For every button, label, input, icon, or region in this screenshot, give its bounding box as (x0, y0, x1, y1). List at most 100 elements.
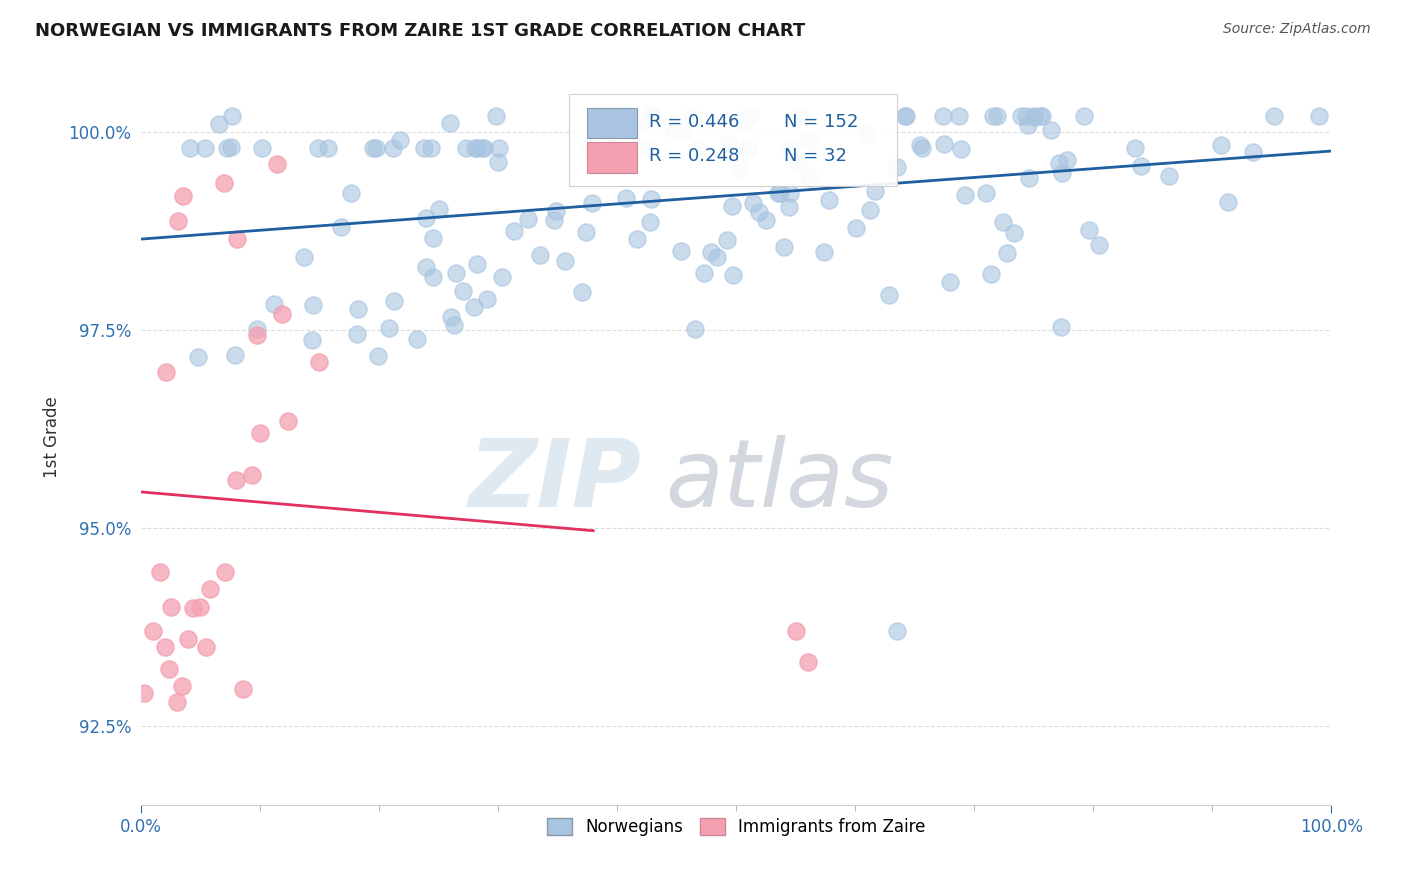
Point (543, 212, 565, 227)
Point (980, 267, 1002, 281)
Point (149, 565, 172, 579)
Point (361, 141, 384, 155)
Point (932, 109, 955, 123)
Point (439, 116, 461, 130)
Point (194, 141, 217, 155)
Point (225, 473, 247, 487)
Point (388, 133, 411, 147)
Point (246, 322, 269, 336)
Point (1088, 237, 1111, 252)
Point (995, 246, 1018, 260)
Point (1073, 109, 1095, 123)
Text: Source: ZipAtlas.com: Source: ZipAtlas.com (1223, 22, 1371, 37)
Point (159, 600, 181, 615)
Point (142, 624, 165, 638)
Text: NORWEGIAN VS IMMIGRANTS FROM ZAIRE 1ST GRADE CORRELATION CHART: NORWEGIAN VS IMMIGRANTS FROM ZAIRE 1ST G… (35, 22, 806, 40)
FancyBboxPatch shape (588, 142, 637, 173)
Point (1002, 227, 1025, 241)
Point (1308, 109, 1330, 123)
Point (491, 270, 513, 285)
Y-axis label: 1st Grade: 1st Grade (44, 396, 60, 477)
Point (224, 348, 246, 362)
Point (443, 318, 465, 332)
Point (475, 292, 498, 306)
Point (1159, 169, 1181, 184)
Point (631, 117, 654, 131)
Point (301, 333, 323, 347)
Point (717, 136, 740, 150)
Point (340, 186, 363, 201)
Point (157, 662, 180, 676)
Legend: Norwegians, Immigrants from Zaire: Norwegians, Immigrants from Zaire (538, 810, 934, 845)
Point (1130, 159, 1153, 173)
Point (427, 202, 450, 216)
Point (986, 109, 1008, 123)
Point (167, 213, 190, 227)
Point (773, 240, 796, 254)
Point (277, 413, 299, 427)
Point (1050, 319, 1073, 334)
Point (1018, 171, 1040, 186)
Point (486, 155, 509, 169)
Point (1077, 223, 1099, 237)
Point (662, 123, 685, 137)
Point (932, 137, 955, 152)
Point (346, 327, 368, 342)
Point (1017, 118, 1039, 132)
Text: R = 0.248: R = 0.248 (650, 147, 740, 165)
Point (529, 248, 551, 262)
Point (785, 624, 807, 638)
Point (382, 141, 405, 155)
Point (578, 141, 600, 155)
Point (406, 333, 429, 347)
Point (686, 141, 709, 155)
Point (366, 141, 388, 155)
Point (316, 141, 339, 155)
Point (195, 640, 218, 654)
Point (581, 196, 603, 211)
Point (1031, 109, 1053, 123)
Point (1029, 109, 1052, 123)
Point (422, 230, 444, 244)
Point (485, 109, 508, 123)
Point (789, 109, 811, 123)
Point (454, 141, 477, 155)
Point (422, 270, 444, 285)
Point (307, 141, 329, 155)
Point (737, 141, 759, 155)
Point (240, 468, 263, 483)
Point (330, 220, 353, 235)
Point (948, 109, 970, 123)
Point (382, 294, 405, 309)
Point (855, 127, 877, 141)
Point (706, 251, 728, 265)
Point (981, 109, 1004, 123)
Point (796, 656, 818, 670)
Point (721, 268, 744, 282)
Point (219, 140, 242, 154)
Point (1216, 195, 1239, 210)
Text: atlas: atlas (665, 435, 893, 526)
Point (419, 141, 441, 155)
Point (974, 186, 997, 200)
Point (503, 224, 526, 238)
Point (198, 582, 221, 596)
Point (818, 193, 841, 207)
Point (789, 156, 811, 170)
Point (451, 284, 474, 298)
Point (638, 215, 661, 229)
Point (415, 211, 437, 225)
Point (779, 141, 801, 155)
Point (214, 565, 236, 579)
FancyBboxPatch shape (588, 108, 637, 138)
Point (263, 297, 285, 311)
FancyBboxPatch shape (569, 95, 897, 186)
Point (799, 171, 821, 186)
Point (249, 425, 271, 440)
Point (517, 211, 540, 226)
Point (886, 624, 908, 638)
Point (232, 682, 254, 697)
Point (733, 115, 755, 129)
Point (1022, 110, 1045, 124)
Point (367, 349, 389, 363)
